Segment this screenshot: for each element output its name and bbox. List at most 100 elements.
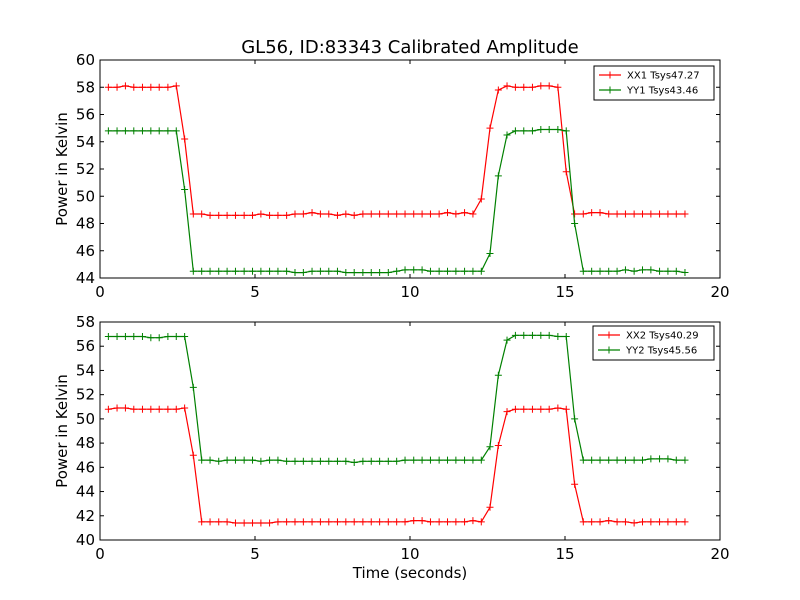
data-point xyxy=(113,127,121,135)
data-point xyxy=(350,518,358,526)
chart-title: GL56, ID:83343 Calibrated Amplitude xyxy=(241,37,579,58)
data-point xyxy=(104,405,112,413)
data-point xyxy=(274,211,282,219)
data-point xyxy=(257,519,265,527)
data-point xyxy=(223,456,231,464)
data-point xyxy=(537,331,545,339)
data-point xyxy=(147,405,155,413)
data-point xyxy=(596,518,604,526)
data-point xyxy=(172,333,180,341)
data-point xyxy=(189,383,197,391)
data-point xyxy=(138,333,146,341)
data-point xyxy=(461,267,469,275)
data-point xyxy=(672,456,680,464)
data-point xyxy=(342,457,350,465)
data-point xyxy=(461,518,469,526)
data-point xyxy=(359,457,367,465)
data-point xyxy=(647,210,655,218)
data-point xyxy=(486,503,494,511)
data-point xyxy=(350,458,358,466)
data-point xyxy=(164,333,172,341)
data-point xyxy=(249,519,257,527)
data-point xyxy=(639,210,646,218)
data-point xyxy=(503,82,511,90)
data-point xyxy=(494,371,502,379)
data-point xyxy=(588,518,596,526)
data-point xyxy=(418,266,426,274)
series-markers xyxy=(104,125,689,277)
data-point xyxy=(240,456,248,464)
data-point xyxy=(469,267,477,275)
data-point xyxy=(520,331,528,339)
data-point xyxy=(410,210,418,218)
data-point xyxy=(155,334,163,342)
x-tick-label: 10 xyxy=(400,283,419,301)
x-tick-label: 5 xyxy=(250,545,260,563)
data-point xyxy=(121,82,129,90)
data-point xyxy=(410,456,418,464)
data-point xyxy=(452,518,460,526)
data-point xyxy=(147,83,155,91)
data-point xyxy=(656,210,664,218)
data-point xyxy=(579,267,587,275)
legend-marker xyxy=(605,346,613,354)
data-point xyxy=(206,518,214,526)
y-tick-label: 56 xyxy=(76,106,95,124)
data-point xyxy=(418,456,426,464)
data-point xyxy=(333,211,341,219)
data-point xyxy=(503,408,511,416)
data-point xyxy=(426,210,434,218)
data-point xyxy=(291,210,299,218)
x-tick-label: 5 xyxy=(250,283,260,301)
data-point xyxy=(333,518,341,526)
data-point xyxy=(639,456,646,464)
data-point xyxy=(639,266,646,274)
series-markers xyxy=(104,331,689,466)
data-point xyxy=(367,518,375,526)
data-point xyxy=(444,209,452,217)
data-point xyxy=(308,518,316,526)
data-point xyxy=(554,83,562,91)
data-point xyxy=(461,209,469,217)
data-point xyxy=(528,83,536,91)
data-point xyxy=(350,211,358,219)
series-markers xyxy=(104,82,689,219)
data-point xyxy=(223,211,231,219)
data-point xyxy=(189,451,197,459)
legend: XX2 Tsys40.29 YY2 Tsys45.56 xyxy=(592,325,715,361)
data-point xyxy=(486,443,494,451)
data-point xyxy=(121,127,129,135)
data-point xyxy=(198,518,206,526)
data-point xyxy=(469,210,477,218)
data-point xyxy=(376,518,384,526)
data-point xyxy=(393,267,401,275)
legend-box xyxy=(593,65,715,101)
data-point xyxy=(503,336,511,344)
data-point xyxy=(359,269,367,277)
data-point xyxy=(477,456,485,464)
data-point xyxy=(240,519,248,527)
data-point xyxy=(656,455,664,463)
data-point xyxy=(172,405,180,413)
data-point xyxy=(333,267,341,275)
data-point xyxy=(605,517,613,525)
data-point xyxy=(630,210,638,218)
data-point xyxy=(249,211,257,219)
data-point xyxy=(562,405,570,413)
data-point xyxy=(359,518,367,526)
data-point xyxy=(257,457,265,465)
data-point xyxy=(138,127,146,135)
data-point xyxy=(605,456,613,464)
data-point xyxy=(155,127,163,135)
data-point xyxy=(647,455,655,463)
data-point xyxy=(401,210,409,218)
data-point xyxy=(511,83,519,91)
x-axis-label: Time (seconds) xyxy=(352,564,468,582)
data-point xyxy=(104,127,112,135)
data-point xyxy=(231,267,239,275)
data-point xyxy=(664,518,672,526)
data-point xyxy=(104,83,112,91)
data-point xyxy=(494,86,502,94)
data-point xyxy=(656,518,664,526)
legend-marker xyxy=(606,71,614,79)
